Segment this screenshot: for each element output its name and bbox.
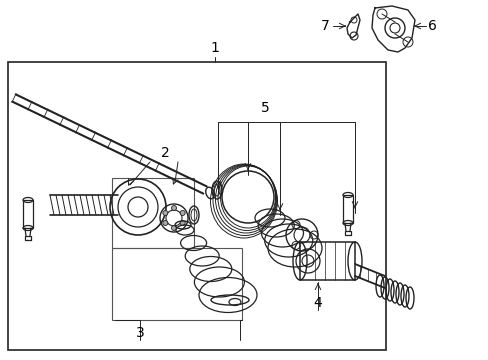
Bar <box>112 248 242 320</box>
Bar <box>8 62 385 350</box>
Bar <box>23 200 33 228</box>
Circle shape <box>171 206 176 211</box>
Text: 7: 7 <box>321 19 329 33</box>
Text: 4: 4 <box>313 296 322 310</box>
Bar <box>112 178 194 248</box>
Bar <box>342 195 352 223</box>
Bar <box>299 242 354 280</box>
Circle shape <box>180 220 185 225</box>
Circle shape <box>163 211 167 216</box>
Circle shape <box>180 211 185 216</box>
Circle shape <box>171 225 176 230</box>
Text: 1: 1 <box>210 41 219 55</box>
Text: 2: 2 <box>160 146 169 160</box>
Text: 6: 6 <box>427 19 436 33</box>
Text: 3: 3 <box>135 326 144 340</box>
Text: 5: 5 <box>260 101 269 115</box>
Circle shape <box>163 220 167 225</box>
